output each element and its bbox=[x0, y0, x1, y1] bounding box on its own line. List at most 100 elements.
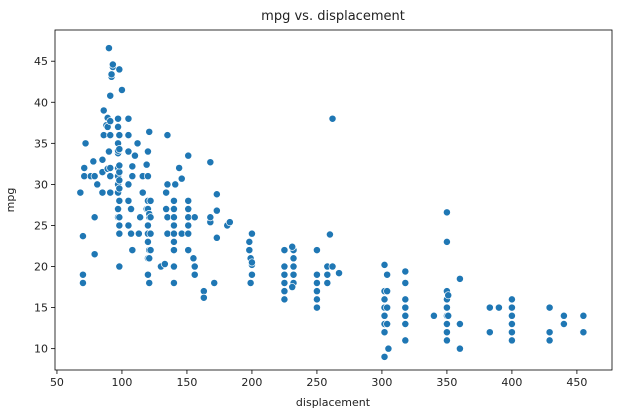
point bbox=[115, 168, 124, 177]
point bbox=[124, 114, 133, 123]
point bbox=[115, 161, 124, 170]
point bbox=[90, 213, 99, 222]
point bbox=[328, 262, 337, 271]
point bbox=[444, 291, 453, 300]
point bbox=[99, 106, 108, 115]
point bbox=[104, 147, 113, 156]
point bbox=[280, 270, 289, 279]
point bbox=[143, 237, 152, 246]
point bbox=[169, 196, 178, 205]
point bbox=[485, 328, 494, 337]
point bbox=[401, 267, 410, 276]
x-tick-label: 50 bbox=[50, 376, 64, 389]
point bbox=[383, 270, 392, 279]
point bbox=[280, 262, 289, 271]
point bbox=[312, 270, 321, 279]
point bbox=[485, 303, 494, 312]
point bbox=[199, 287, 208, 296]
x-tick-label: 300 bbox=[371, 376, 392, 389]
point bbox=[89, 157, 98, 166]
point bbox=[442, 336, 451, 345]
point bbox=[145, 127, 154, 136]
point bbox=[190, 262, 199, 271]
point bbox=[280, 278, 289, 287]
point bbox=[143, 147, 152, 156]
point bbox=[559, 320, 568, 328]
point bbox=[162, 205, 171, 213]
point bbox=[507, 336, 516, 345]
point bbox=[78, 232, 87, 241]
point bbox=[106, 117, 115, 126]
point bbox=[184, 221, 193, 230]
point bbox=[134, 229, 143, 238]
point bbox=[169, 262, 178, 271]
point bbox=[169, 237, 178, 246]
point bbox=[246, 278, 255, 287]
x-tick-label: 400 bbox=[501, 376, 522, 389]
point bbox=[212, 233, 221, 242]
point bbox=[163, 213, 172, 222]
point bbox=[81, 139, 90, 148]
point bbox=[507, 295, 516, 304]
point bbox=[106, 172, 115, 181]
y-tick-label: 35 bbox=[34, 137, 48, 150]
point bbox=[335, 269, 343, 278]
point bbox=[128, 162, 137, 171]
point bbox=[127, 229, 135, 238]
point bbox=[206, 158, 215, 167]
point bbox=[212, 190, 221, 199]
point bbox=[80, 164, 89, 172]
point bbox=[184, 205, 193, 213]
point bbox=[507, 311, 516, 320]
point bbox=[104, 44, 113, 53]
point bbox=[124, 147, 133, 156]
point bbox=[175, 164, 184, 172]
point bbox=[145, 278, 154, 287]
point bbox=[177, 174, 186, 183]
point bbox=[115, 131, 124, 140]
point bbox=[579, 311, 588, 320]
y-tick-label: 15 bbox=[34, 302, 48, 315]
point bbox=[210, 278, 219, 287]
point bbox=[124, 131, 133, 140]
point bbox=[312, 287, 321, 296]
point bbox=[455, 274, 464, 283]
y-tick-label: 10 bbox=[34, 343, 48, 356]
point bbox=[328, 114, 337, 123]
point bbox=[289, 254, 298, 263]
point bbox=[245, 246, 254, 255]
point bbox=[146, 213, 155, 222]
point bbox=[115, 262, 124, 271]
point bbox=[169, 246, 178, 255]
point bbox=[190, 213, 199, 222]
point bbox=[559, 311, 568, 320]
point bbox=[117, 86, 126, 94]
point bbox=[442, 237, 451, 246]
point bbox=[124, 221, 133, 230]
point bbox=[184, 151, 193, 160]
point bbox=[114, 205, 122, 213]
point bbox=[143, 221, 152, 230]
point bbox=[115, 65, 124, 74]
point bbox=[184, 229, 193, 238]
point bbox=[380, 311, 389, 320]
point bbox=[312, 278, 321, 287]
point bbox=[98, 155, 107, 164]
point bbox=[401, 311, 410, 320]
point bbox=[107, 70, 116, 79]
point bbox=[115, 221, 124, 230]
point bbox=[106, 188, 115, 197]
point bbox=[380, 352, 389, 361]
point bbox=[145, 254, 154, 263]
point bbox=[169, 278, 178, 287]
x-tick-label: 250 bbox=[306, 376, 327, 389]
point bbox=[199, 293, 208, 302]
point bbox=[108, 60, 117, 69]
point bbox=[163, 131, 172, 140]
x-tick-label: 450 bbox=[566, 376, 587, 389]
point bbox=[212, 206, 221, 215]
point bbox=[184, 213, 193, 222]
point bbox=[76, 188, 85, 197]
point bbox=[138, 188, 147, 197]
